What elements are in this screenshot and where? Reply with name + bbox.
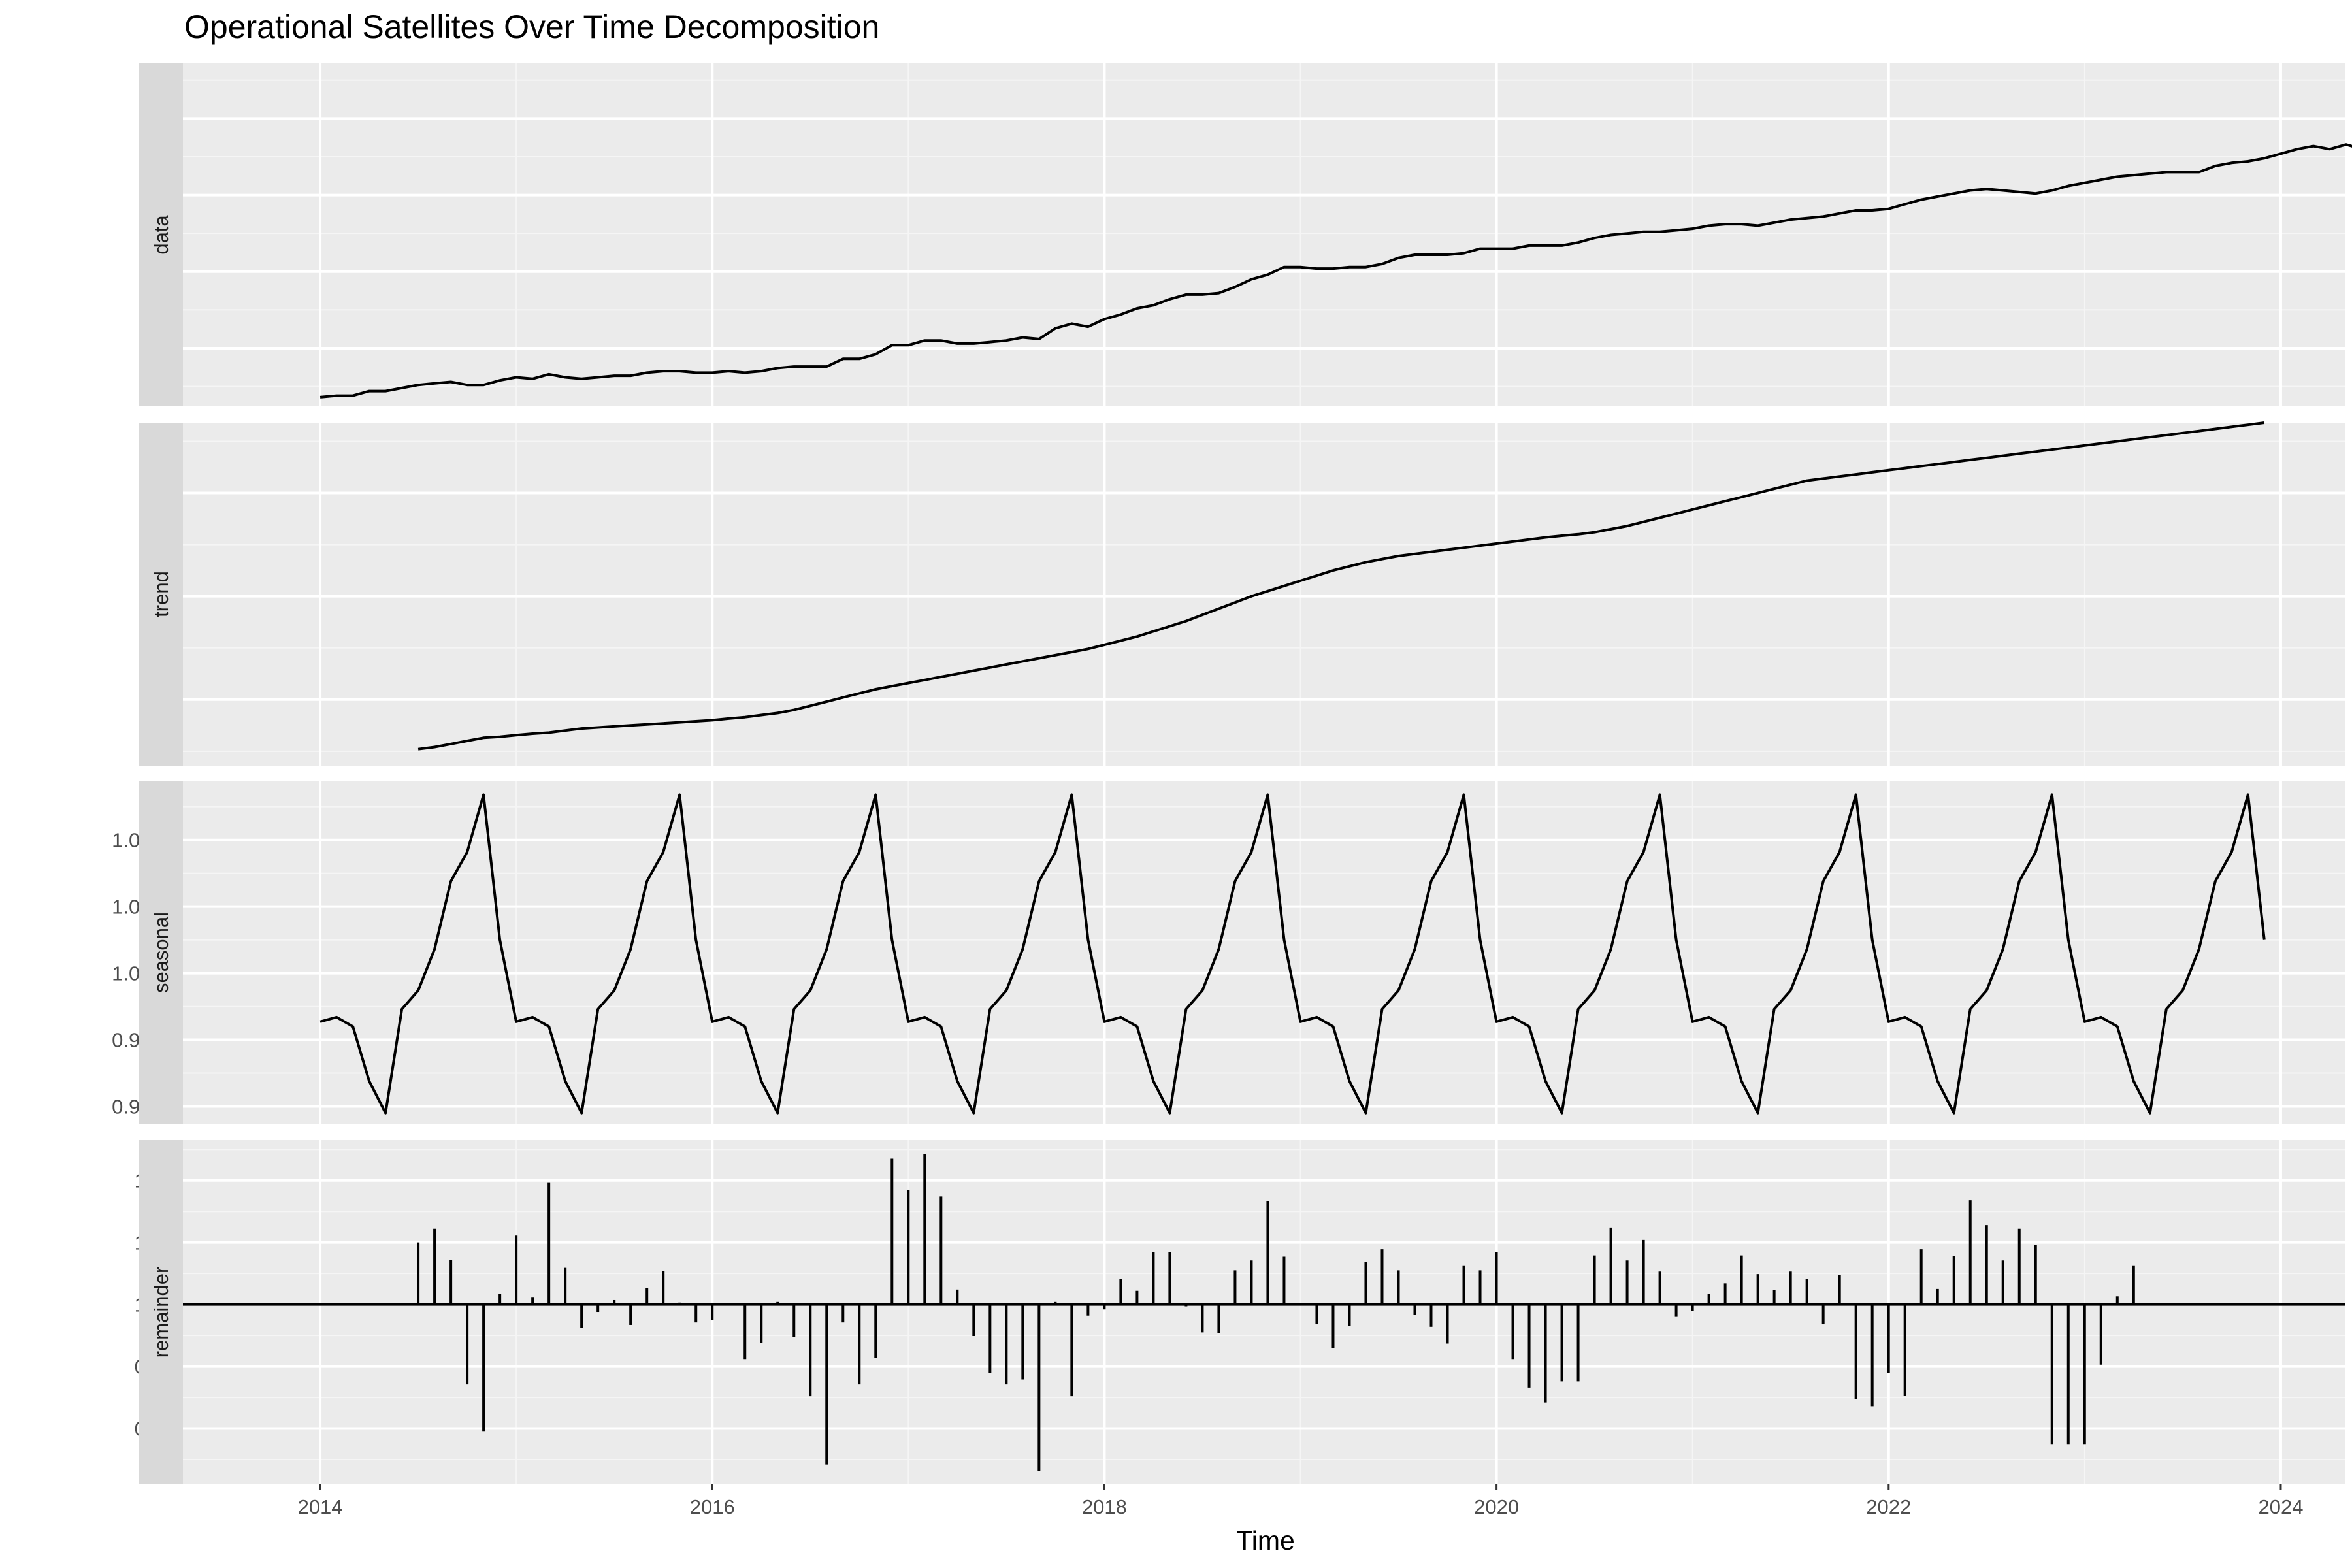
x-tick-label: 2014 — [298, 1495, 343, 1518]
strip-label-trend: trend — [150, 571, 172, 617]
series-line-seasonal — [319, 793, 2266, 1115]
panel-strip — [139, 423, 183, 766]
x-axis-title: Time — [1236, 1526, 1295, 1556]
x-tick-label: 2024 — [2258, 1495, 2303, 1518]
x-tick-label: 2018 — [1082, 1495, 1127, 1518]
strip-label-remainder: remainder — [150, 1267, 172, 1358]
panel-data: 200250300350data — [139, 63, 2352, 406]
panel-background — [183, 423, 2345, 766]
series-line-trend — [417, 421, 2265, 751]
panel-background — [183, 63, 2345, 406]
series-line-data — [319, 143, 2352, 399]
panel-background — [183, 1140, 2345, 1484]
chart-title: Operational Satellites Over Time Decompo… — [184, 8, 879, 45]
strip-label-data: data — [150, 215, 172, 255]
panel-trend: 200250300trend — [139, 421, 2345, 766]
panel-strip — [139, 63, 183, 406]
x-tick-label: 2016 — [690, 1495, 735, 1518]
panel-background — [183, 781, 2345, 1124]
x-tick-label: 2020 — [1474, 1495, 1519, 1518]
panel-strip — [139, 781, 183, 1124]
panel-seasonal: 0.99500.99751.00001.00251.0050seasonal — [112, 781, 2345, 1124]
panel-strip — [139, 1140, 183, 1484]
x-tick-label: 2022 — [1866, 1495, 1911, 1518]
panel-remainder: 0.980.991.001.011.02remainder — [135, 1140, 2345, 1484]
strip-label-seasonal: seasonal — [150, 912, 172, 993]
